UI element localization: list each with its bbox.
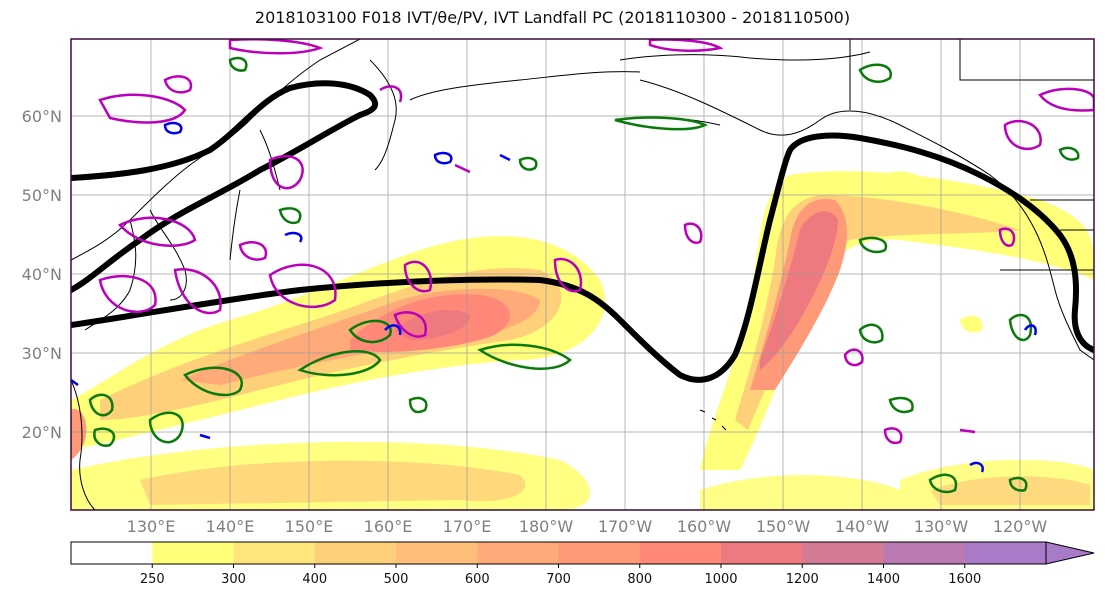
colorbar-segment: [721, 542, 803, 564]
colorbar-segment: [152, 542, 234, 564]
colorbar-tick-label: 700: [546, 572, 571, 587]
landfall-pc-contour: [71, 80, 1094, 383]
longitude-label: 170°W: [598, 517, 653, 536]
longitude-label: 140°E: [206, 517, 255, 536]
ivt-shading: [71, 171, 1094, 510]
colorbar: 250 300 400 500 600 700 800 1000 1200 1400 1600: [70, 541, 1095, 587]
longitude-label: 170°E: [443, 517, 492, 536]
latitude-label: 50°N: [22, 186, 62, 205]
colorbar-tick-label: 500: [384, 572, 409, 587]
latitude-labels: 60°N 50°N 40°N 30°N 20°N: [22, 107, 62, 442]
coastlines: [71, 39, 1094, 510]
colorbar-tick-label: 600: [465, 572, 490, 587]
colorbar-segment: [477, 542, 559, 564]
latitude-label: 20°N: [22, 423, 62, 442]
longitude-label: 130°W: [914, 517, 969, 536]
figure-title: 2018103100 F018 IVT/θe/PV, IVT Landfall …: [254, 8, 851, 27]
longitude-label: 130°E: [127, 517, 176, 536]
colorbar-segment: [883, 542, 966, 564]
longitude-label: 150°W: [756, 517, 811, 536]
colorbar-extend-arrow: [1045, 541, 1095, 565]
theta-e-contours: [71, 121, 1037, 473]
longitude-label: 160°E: [364, 517, 413, 536]
longitude-label: 160°W: [677, 517, 732, 536]
pv-contours: [88, 56, 1080, 494]
ivt-magenta-contours: [98, 39, 1094, 445]
colorbar-tick-label: 1200: [786, 572, 819, 587]
colorbar-segment: [233, 542, 316, 564]
colorbar-tick-label: 250: [140, 572, 165, 587]
colorbar-segment: [964, 542, 1047, 564]
colorbar-tick-label: 1600: [948, 572, 981, 587]
colorbar-segment: [639, 542, 722, 564]
colorbar-segment: [558, 542, 641, 564]
colorbar-segment: [314, 542, 397, 564]
longitude-labels: 130°E 140°E 150°E 160°E 170°E 180°W 170°W 160°W…: [127, 517, 1048, 536]
longitude-label: 120°W: [993, 517, 1048, 536]
colorbar-segment: [71, 542, 153, 564]
colorbar-tick-label: 1000: [704, 572, 737, 587]
longitude-label: 150°E: [285, 517, 334, 536]
latitude-label: 30°N: [22, 344, 62, 363]
longitude-label: 140°W: [835, 517, 890, 536]
graticule: [71, 39, 1094, 510]
latitude-label: 40°N: [22, 265, 62, 284]
colorbar-tick-label: 1400: [867, 572, 900, 587]
colorbar-segment: [802, 542, 884, 564]
colorbar-tick-label: 300: [221, 572, 246, 587]
colorbar-segment: [396, 542, 478, 564]
latitude-label: 60°N: [22, 107, 62, 126]
colorbar-tick-label: 800: [627, 572, 652, 587]
longitude-label: 180°W: [519, 517, 574, 536]
colorbar-tick-label: 400: [302, 572, 327, 587]
